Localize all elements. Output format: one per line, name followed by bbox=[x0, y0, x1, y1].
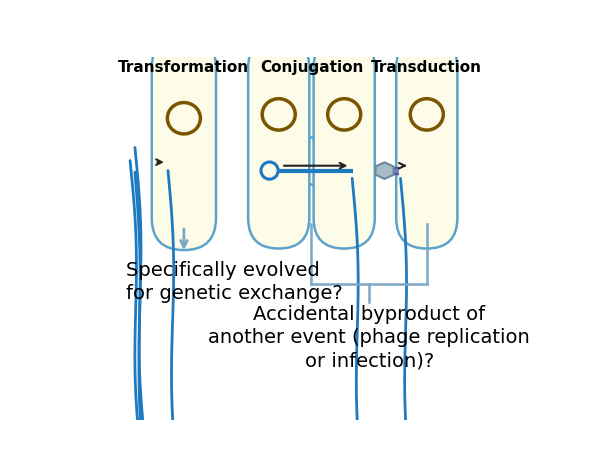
Polygon shape bbox=[375, 162, 394, 179]
Text: Specifically evolved
for genetic exchange?: Specifically evolved for genetic exchang… bbox=[126, 261, 343, 303]
FancyBboxPatch shape bbox=[396, 37, 457, 249]
Text: Conjugation: Conjugation bbox=[260, 60, 363, 76]
Text: Transduction: Transduction bbox=[371, 60, 482, 76]
FancyBboxPatch shape bbox=[248, 37, 309, 249]
Text: Accidental byproduct of
another event (phage replication
or infection)?: Accidental byproduct of another event (p… bbox=[208, 304, 530, 371]
Bar bbox=[308, 137, 315, 184]
Text: Transformation: Transformation bbox=[118, 60, 249, 76]
FancyBboxPatch shape bbox=[152, 36, 216, 250]
FancyBboxPatch shape bbox=[314, 37, 375, 249]
